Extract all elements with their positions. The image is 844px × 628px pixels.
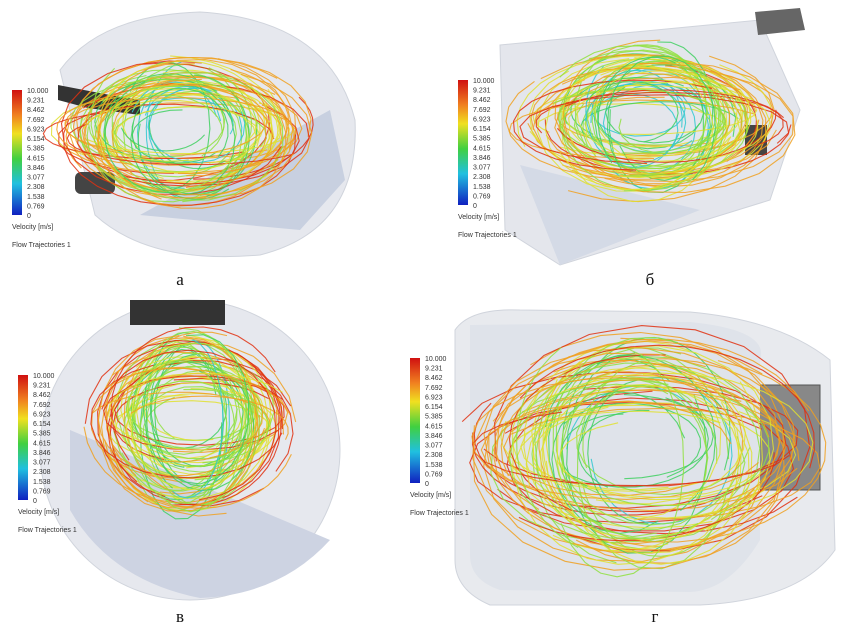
legend-tick: 5.385 [473,136,491,143]
legend-tick: 10.000 [33,373,55,380]
legend-tick: 6.154 [27,136,45,143]
legend-tick: 8.462 [27,107,45,114]
legend-tick: 9.231 [33,383,51,390]
panel: 10.000 9.231 8.462 7.692 6.923 6.154 5.385 4.61… [18,300,340,626]
panel: 10.000 9.231 8.462 7.692 6.923 6.154 5.385 4.61… [410,310,835,626]
caption: б [646,270,655,289]
legend-tick: 2.308 [27,184,45,191]
caption: г [652,607,659,626]
colorbar [458,80,468,205]
legend-tick: 3.077 [33,460,51,467]
legend-tick: 3.846 [33,450,51,457]
legend-tick: 7.692 [425,385,443,392]
legend-tick: 1.538 [425,462,443,469]
legend-tick: 10.000 [425,356,447,363]
colorbar [18,375,28,500]
legend-tick: 6.154 [425,404,443,411]
legend-tick: 5.385 [425,414,443,421]
legend-tick: 7.692 [27,117,45,124]
legend-tick: 6.923 [425,394,443,401]
legend-tick: 4.615 [27,155,45,162]
legend-label: Velocity [m/s] [410,492,451,499]
caption: а [176,270,184,289]
legend-tick: 9.231 [425,366,443,373]
legend-tick: 8.462 [473,97,491,104]
legend-tick: 6.154 [473,126,491,133]
legend-tick: 9.231 [27,98,45,105]
legend-label: Velocity [m/s] [18,509,59,516]
legend-title: Flow Trajectories 1 [458,232,517,239]
legend-tick: 4.615 [33,440,51,447]
figure: 10.000 9.231 8.462 7.692 6.923 6.154 5.385 4.61… [0,0,844,628]
legend-tick: 1.538 [33,479,51,486]
legend-tick: 0.769 [473,193,491,200]
legend-tick: 4.615 [473,145,491,152]
inlet [755,8,805,35]
legend-tick: 0.769 [425,471,443,478]
legend-tick: 3.846 [27,165,45,172]
legend-tick: 4.615 [425,423,443,430]
legend-tick: 0.769 [27,203,45,210]
legend-tick: 0 [473,203,477,210]
legend-tick: 10.000 [27,88,49,95]
legend-tick: 3.846 [473,155,491,162]
legend-tick: 3.846 [425,433,443,440]
legend-tick: 0 [425,481,429,488]
legend-label: Velocity [m/s] [12,224,53,231]
panel: 10.000 9.231 8.462 7.692 6.923 6.154 5.385 4.61… [458,8,805,289]
caption: в [176,607,184,626]
legend-tick: 10.000 [473,78,495,85]
legend-tick: 0 [27,213,31,220]
panel: 10.000 9.231 8.462 7.692 6.923 6.154 5.385 4.61… [12,12,355,289]
legend-tick: 0.769 [33,488,51,495]
legend-tick: 2.308 [33,469,51,476]
colorbar [410,358,420,483]
legend-tick: 7.692 [473,107,491,114]
legend-tick: 6.923 [33,411,51,418]
legend-tick: 5.385 [27,146,45,153]
legend-title: Flow Trajectories 1 [18,527,77,534]
legend-tick: 8.462 [425,375,443,382]
legend-title: Flow Trajectories 1 [12,242,71,249]
legend-tick: 3.077 [473,165,491,172]
legend-tick: 1.538 [473,184,491,191]
legend-title: Flow Trajectories 1 [410,510,469,517]
legend-tick: 1.538 [27,194,45,201]
inlet [130,300,225,325]
legend-tick: 7.692 [33,402,51,409]
legend-tick: 2.308 [425,452,443,459]
legend-tick: 3.077 [27,175,45,182]
legend-tick: 2.308 [473,174,491,181]
legend-tick: 8.462 [33,392,51,399]
legend-label: Velocity [m/s] [458,214,499,221]
legend-tick: 0 [33,498,37,505]
colorbar [12,90,22,215]
legend-tick: 6.923 [27,126,45,133]
legend-tick: 5.385 [33,431,51,438]
legend-tick: 6.923 [473,116,491,123]
legend-tick: 9.231 [473,88,491,95]
legend-tick: 3.077 [425,443,443,450]
legend-tick: 6.154 [33,421,51,428]
